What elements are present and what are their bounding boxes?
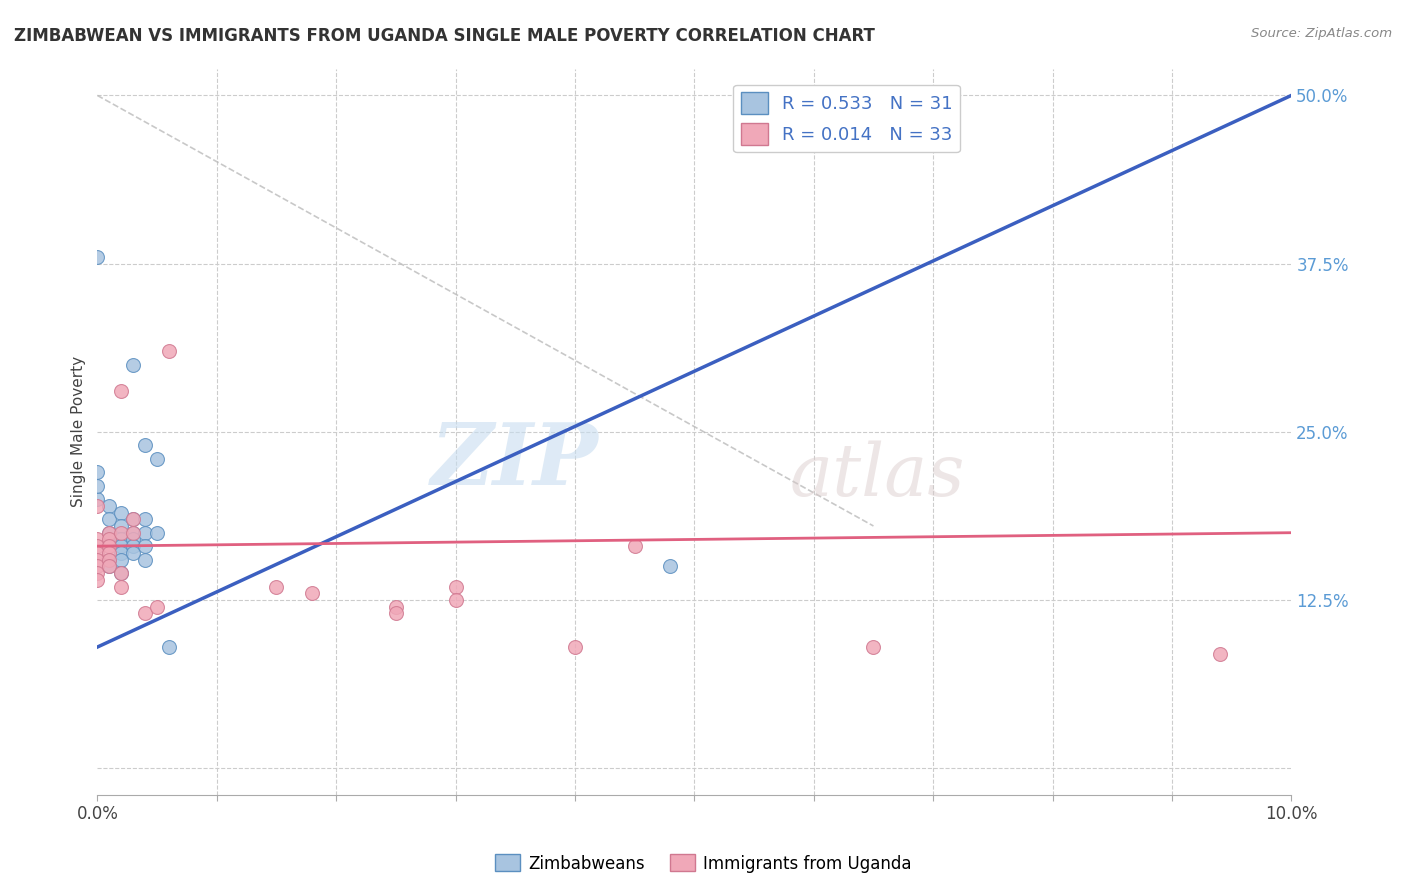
- Point: [86, 566, 108, 580]
- Point: [385, 607, 408, 621]
- Legend: Zimbabweans, Immigrants from Uganda: Zimbabweans, Immigrants from Uganda: [488, 847, 918, 880]
- Point: [98, 552, 121, 566]
- Point: [122, 546, 145, 560]
- Point: [110, 533, 132, 547]
- Point: [110, 525, 132, 540]
- Point: [122, 358, 145, 372]
- Point: [110, 552, 132, 566]
- Point: [122, 525, 145, 540]
- Point: [110, 546, 132, 560]
- Point: [86, 465, 108, 479]
- Point: [659, 559, 682, 574]
- Y-axis label: Single Male Poverty: Single Male Poverty: [72, 356, 86, 508]
- Point: [98, 559, 121, 574]
- Point: [122, 539, 145, 553]
- Point: [98, 525, 121, 540]
- Point: [110, 566, 132, 580]
- Point: [86, 573, 108, 587]
- Point: [86, 546, 108, 560]
- Point: [134, 539, 156, 553]
- Point: [110, 519, 132, 533]
- Point: [86, 499, 108, 513]
- Text: ZIP: ZIP: [432, 419, 599, 502]
- Point: [157, 640, 180, 654]
- Point: [98, 533, 121, 547]
- Point: [444, 593, 467, 607]
- Point: [86, 478, 108, 492]
- Point: [146, 525, 169, 540]
- Point: [86, 559, 108, 574]
- Point: [444, 580, 467, 594]
- Point: [564, 640, 586, 654]
- Point: [266, 580, 288, 594]
- Text: atlas: atlas: [790, 440, 966, 510]
- Point: [623, 539, 645, 553]
- Point: [86, 250, 108, 264]
- Point: [110, 384, 132, 399]
- Point: [122, 512, 145, 526]
- Point: [98, 559, 121, 574]
- Text: Source: ZipAtlas.com: Source: ZipAtlas.com: [1251, 27, 1392, 40]
- Point: [134, 525, 156, 540]
- Point: [134, 552, 156, 566]
- Point: [134, 512, 156, 526]
- Point: [98, 525, 121, 540]
- Point: [110, 580, 132, 594]
- Point: [110, 539, 132, 553]
- Point: [98, 546, 121, 560]
- Point: [98, 499, 121, 513]
- Point: [146, 599, 169, 614]
- Point: [110, 506, 132, 520]
- Point: [1208, 647, 1230, 661]
- Point: [86, 539, 108, 553]
- Point: [110, 566, 132, 580]
- Point: [134, 607, 156, 621]
- Point: [122, 525, 145, 540]
- Point: [86, 533, 108, 547]
- Point: [122, 533, 145, 547]
- Point: [157, 344, 180, 359]
- Point: [98, 539, 121, 553]
- Point: [86, 491, 108, 506]
- Point: [122, 512, 145, 526]
- Point: [86, 552, 108, 566]
- Legend: R = 0.533   N = 31, R = 0.014   N = 33: R = 0.533 N = 31, R = 0.014 N = 33: [734, 85, 960, 153]
- Point: [134, 438, 156, 452]
- Point: [862, 640, 884, 654]
- Text: ZIMBABWEAN VS IMMIGRANTS FROM UGANDA SINGLE MALE POVERTY CORRELATION CHART: ZIMBABWEAN VS IMMIGRANTS FROM UGANDA SIN…: [14, 27, 875, 45]
- Point: [146, 451, 169, 466]
- Point: [301, 586, 323, 600]
- Point: [98, 512, 121, 526]
- Point: [385, 599, 408, 614]
- Point: [98, 552, 121, 566]
